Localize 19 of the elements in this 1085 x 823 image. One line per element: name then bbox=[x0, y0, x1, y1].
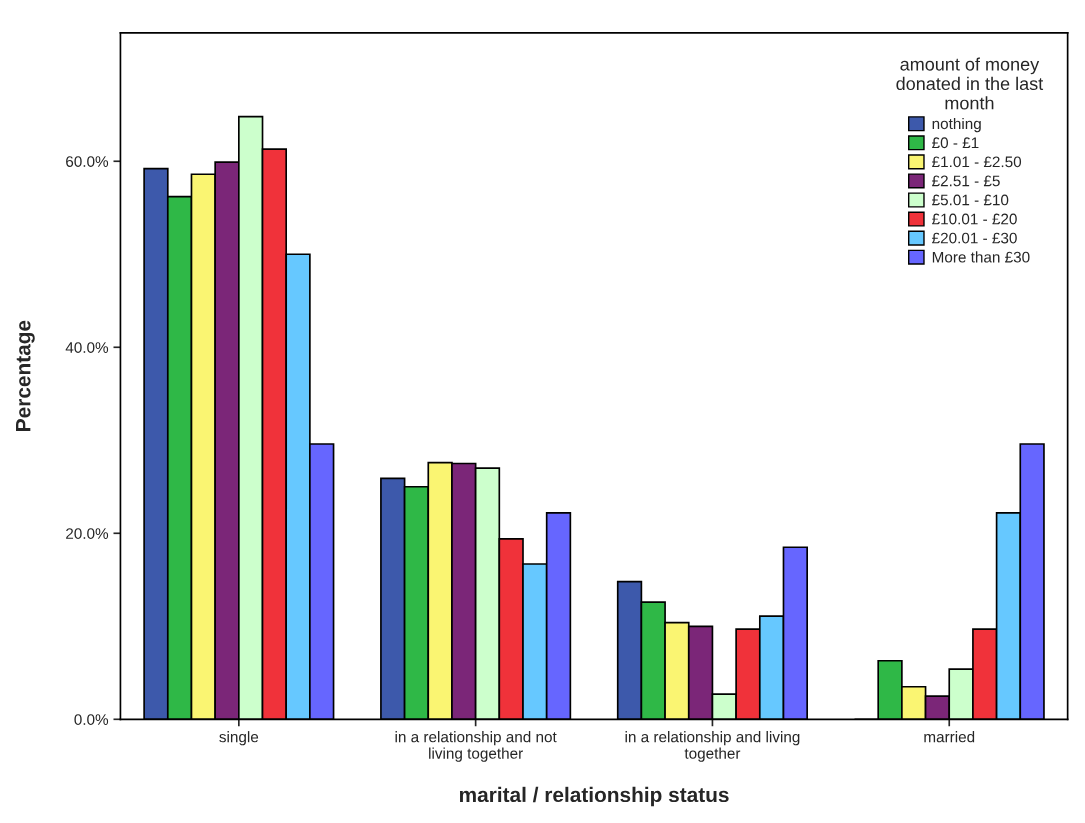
legend-label: £5.01 - £10 bbox=[932, 194, 1009, 206]
legend-label: £2.51 - £5 bbox=[932, 175, 1000, 187]
x-tick-label: married bbox=[924, 731, 975, 743]
y-tick-label: 0.0% bbox=[74, 714, 109, 725]
y-tick-label: 20.0% bbox=[66, 528, 109, 539]
x-tick-label: in a relationship and not living together bbox=[395, 731, 557, 762]
y-tick-label: 60.0% bbox=[66, 156, 109, 167]
legend-label: More than £30 bbox=[932, 251, 1030, 263]
legend-label: nothing bbox=[932, 117, 981, 133]
x-axis-title: marital / relationship status bbox=[459, 786, 729, 807]
x-tick-label: single bbox=[219, 731, 259, 746]
legend-label: £10.01 - £20 bbox=[932, 213, 1017, 225]
legend-label: £0 - £1 bbox=[932, 137, 979, 149]
legend-title: amount of money donated in the last month bbox=[896, 57, 1044, 110]
legend-label: £1.01 - £2.50 bbox=[932, 156, 1022, 168]
y-axis-title: Percentage bbox=[16, 320, 35, 431]
y-tick-label: 40.0% bbox=[65, 342, 109, 353]
x-tick-label: in a relationship and living together bbox=[625, 731, 800, 762]
legend-label: £20.01 - £30 bbox=[932, 232, 1017, 244]
